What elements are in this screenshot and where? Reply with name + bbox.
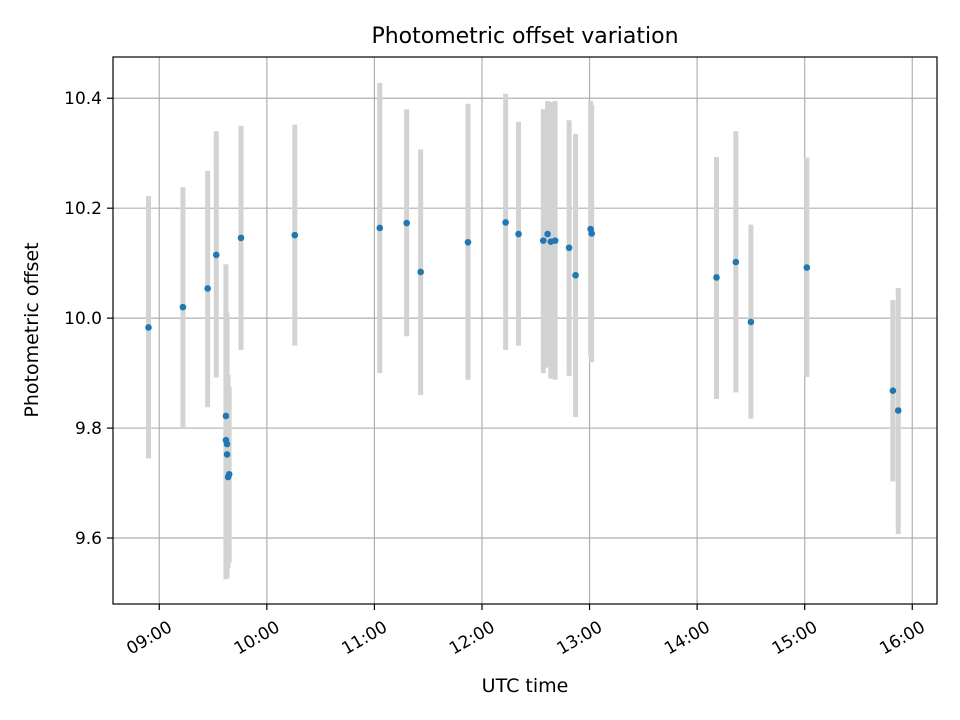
data-point — [747, 318, 755, 326]
data-point — [417, 268, 424, 276]
data-point — [502, 219, 509, 226]
data-point — [894, 407, 902, 414]
y-tick-label: 9.8 — [75, 419, 102, 439]
y-tick-label: 10.0 — [64, 309, 102, 329]
y-tick-label: 9.6 — [75, 529, 102, 549]
data-point — [204, 285, 211, 292]
data-point — [889, 387, 897, 394]
y-tick-label: 10.2 — [64, 199, 102, 219]
data-point — [145, 324, 152, 331]
data-points — [145, 219, 902, 481]
plot-frame — [112, 56, 938, 605]
data-point — [515, 230, 522, 238]
y-axis-label: Photometric offset — [21, 242, 43, 417]
chart-title: Photometric offset variation — [371, 24, 678, 49]
data-point — [572, 271, 579, 279]
data-point — [464, 238, 472, 246]
y-axis: 9.6 9.8 10.0 10.2 10.4 — [64, 89, 113, 549]
data-point — [291, 231, 299, 239]
data-point — [544, 230, 551, 238]
data-point — [551, 237, 559, 244]
data-point — [223, 440, 231, 448]
data-point — [565, 244, 573, 252]
data-point — [237, 234, 245, 242]
y-tick-label: 10.4 — [64, 89, 102, 109]
data-point — [403, 219, 410, 227]
data-point — [225, 470, 233, 478]
data-point — [222, 412, 230, 420]
data-point — [713, 274, 720, 281]
data-point — [223, 451, 231, 458]
data-point — [212, 251, 220, 259]
data-point — [588, 230, 595, 237]
data-point — [376, 224, 384, 232]
data-point — [732, 258, 740, 266]
data-point — [539, 237, 547, 244]
data-point — [803, 264, 811, 271]
data-point — [179, 303, 187, 311]
x-axis-label: UTC time — [482, 675, 569, 697]
